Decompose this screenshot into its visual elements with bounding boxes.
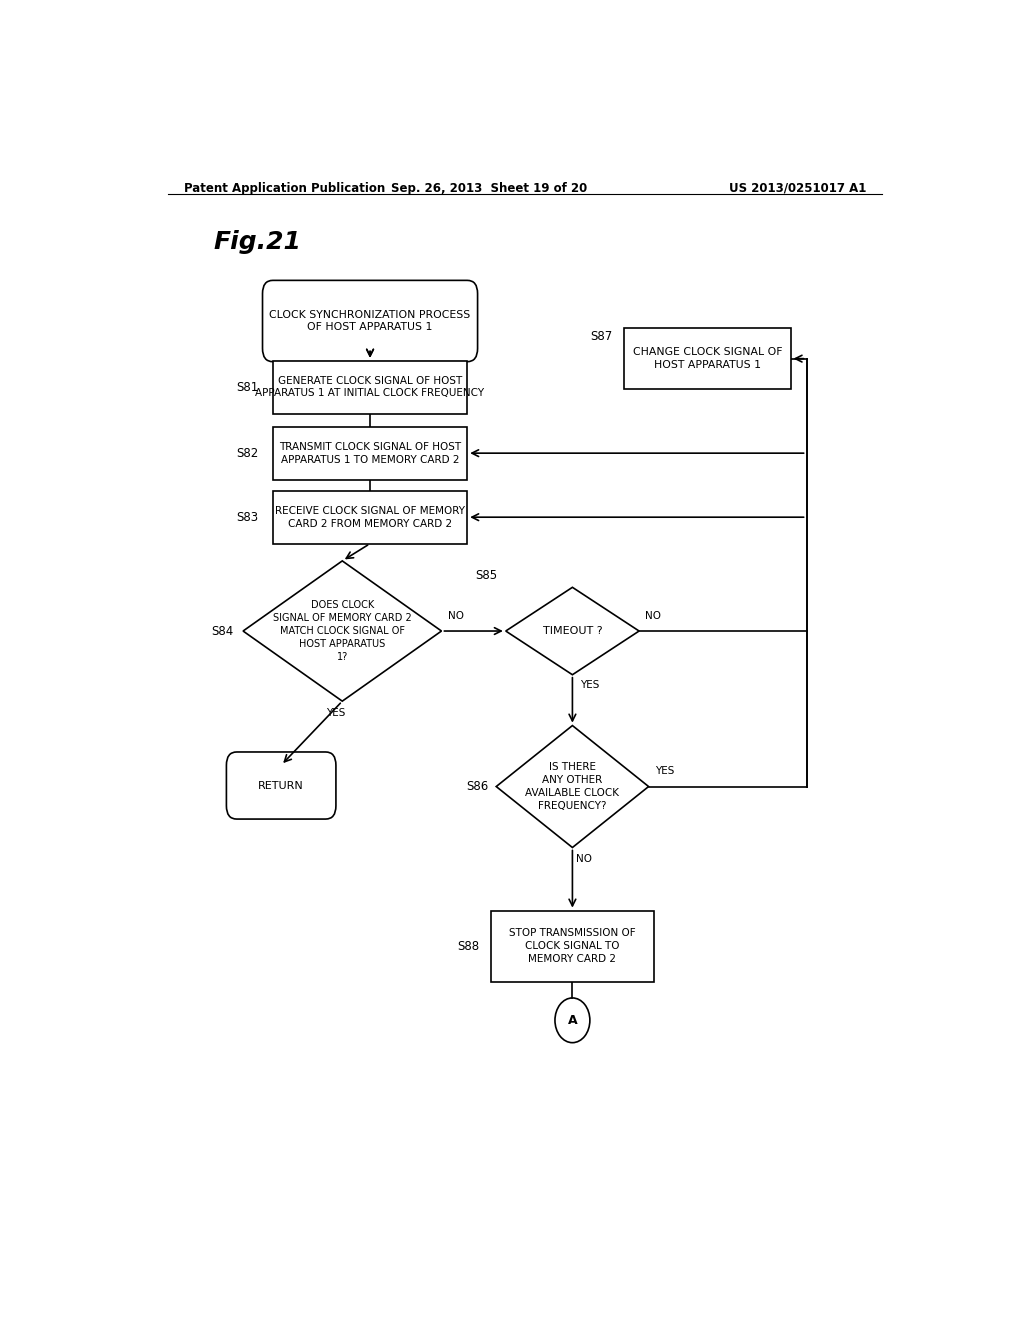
Text: YES: YES xyxy=(655,767,675,776)
FancyBboxPatch shape xyxy=(272,491,467,544)
Polygon shape xyxy=(506,587,639,675)
Text: S85: S85 xyxy=(476,569,498,582)
Text: Patent Application Publication: Patent Application Publication xyxy=(183,182,385,195)
Text: NO: NO xyxy=(645,611,662,620)
Text: S83: S83 xyxy=(237,511,258,524)
Text: STOP TRANSMISSION OF
CLOCK SIGNAL TO
MEMORY CARD 2: STOP TRANSMISSION OF CLOCK SIGNAL TO MEM… xyxy=(509,928,636,964)
Text: A: A xyxy=(567,1014,578,1027)
Polygon shape xyxy=(243,561,441,701)
Text: S81: S81 xyxy=(237,380,258,393)
Text: YES: YES xyxy=(581,680,600,690)
FancyBboxPatch shape xyxy=(262,280,477,362)
Text: RETURN: RETURN xyxy=(258,780,304,791)
Text: TIMEOUT ?: TIMEOUT ? xyxy=(543,626,602,636)
FancyBboxPatch shape xyxy=(272,360,467,413)
FancyBboxPatch shape xyxy=(492,911,653,982)
FancyBboxPatch shape xyxy=(226,752,336,818)
Text: CHANGE CLOCK SIGNAL OF
HOST APPARATUS 1: CHANGE CLOCK SIGNAL OF HOST APPARATUS 1 xyxy=(633,347,782,370)
Text: TRANSMIT CLOCK SIGNAL OF HOST
APPARATUS 1 TO MEMORY CARD 2: TRANSMIT CLOCK SIGNAL OF HOST APPARATUS … xyxy=(279,442,461,465)
FancyBboxPatch shape xyxy=(272,426,467,479)
Text: CLOCK SYNCHRONIZATION PROCESS
OF HOST APPARATUS 1: CLOCK SYNCHRONIZATION PROCESS OF HOST AP… xyxy=(269,310,471,333)
Text: S87: S87 xyxy=(590,330,612,343)
Text: S84: S84 xyxy=(211,624,233,638)
Text: S88: S88 xyxy=(457,940,479,953)
Text: US 2013/0251017 A1: US 2013/0251017 A1 xyxy=(729,182,866,195)
Text: RECEIVE CLOCK SIGNAL OF MEMORY
CARD 2 FROM MEMORY CARD 2: RECEIVE CLOCK SIGNAL OF MEMORY CARD 2 FR… xyxy=(275,506,465,528)
FancyBboxPatch shape xyxy=(624,329,791,389)
Text: DOES CLOCK
SIGNAL OF MEMORY CARD 2
MATCH CLOCK SIGNAL OF
HOST APPARATUS
1?: DOES CLOCK SIGNAL OF MEMORY CARD 2 MATCH… xyxy=(273,601,412,661)
Text: Sep. 26, 2013  Sheet 19 of 20: Sep. 26, 2013 Sheet 19 of 20 xyxy=(391,182,587,195)
Text: Fig.21: Fig.21 xyxy=(214,230,302,253)
Text: NO: NO xyxy=(577,854,592,863)
Text: S82: S82 xyxy=(237,446,258,459)
Polygon shape xyxy=(497,726,648,847)
Text: IS THERE
ANY OTHER
AVAILABLE CLOCK
FREQUENCY?: IS THERE ANY OTHER AVAILABLE CLOCK FREQU… xyxy=(525,763,620,810)
Text: GENERATE CLOCK SIGNAL OF HOST
APPARATUS 1 AT INITIAL CLOCK FREQUENCY: GENERATE CLOCK SIGNAL OF HOST APPARATUS … xyxy=(255,376,484,399)
Text: S86: S86 xyxy=(466,780,488,793)
Text: NO: NO xyxy=(447,611,464,620)
Text: YES: YES xyxy=(327,709,346,718)
